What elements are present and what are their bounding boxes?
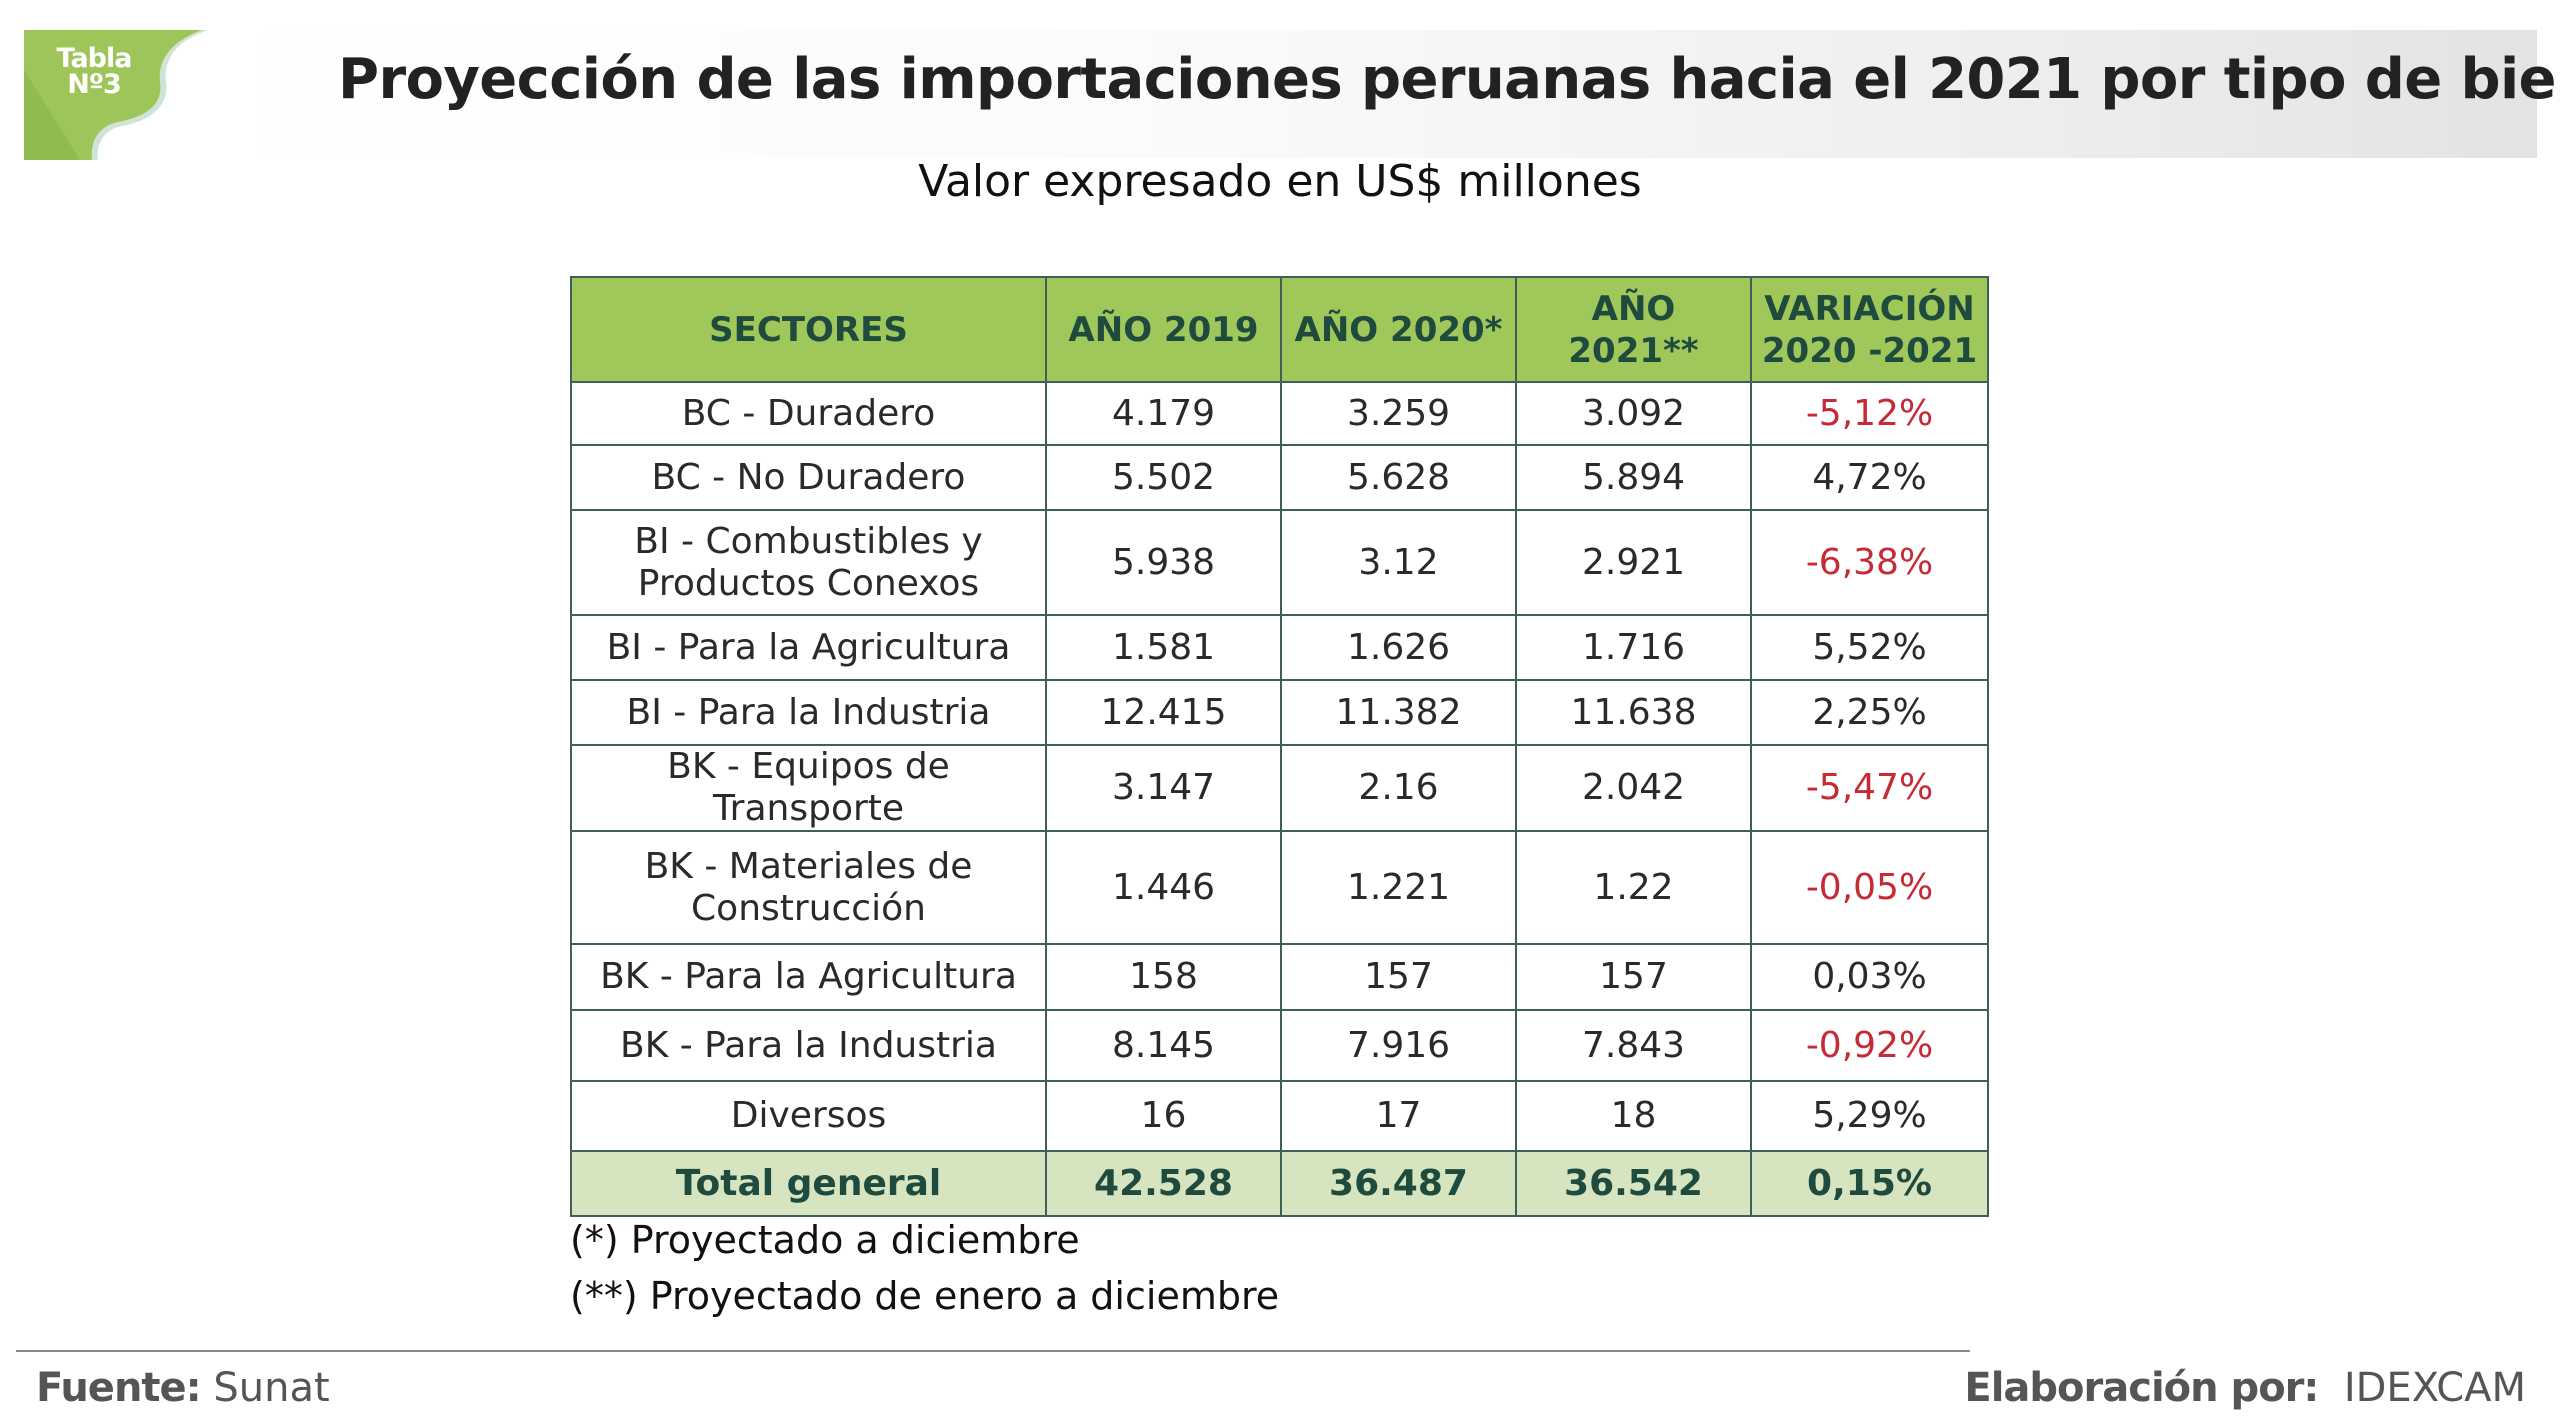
col-header-2020: AÑO 2020* bbox=[1280, 276, 1517, 383]
credit-label: Elaboración por: bbox=[1964, 1365, 2319, 1411]
value-2020-cell: 3.12 bbox=[1280, 509, 1517, 616]
page-title: Proyección de las importaciones peruanas… bbox=[338, 47, 2560, 112]
value-2019-cell: 3.147 bbox=[1045, 744, 1282, 832]
value-2019-cell: 5.502 bbox=[1045, 444, 1282, 511]
footnotes: (*) Proyectado a diciembre (**) Proyecta… bbox=[570, 1212, 1279, 1324]
table-row: BK - Para la Industria 8.145 7.916 7.843 -0,… bbox=[570, 1009, 1989, 1082]
col-header-2019: AÑO 2019 bbox=[1045, 276, 1282, 383]
table-row: BK - Para la Agricultura 158 157 157 0,03% bbox=[570, 943, 1989, 1011]
value-2021-cell: 18 bbox=[1515, 1080, 1752, 1152]
variacion-cell: -5,47% bbox=[1750, 744, 1989, 832]
sector-cell: BI - Combustibles y Productos Conexos bbox=[570, 509, 1047, 616]
total-2019: 42.528 bbox=[1045, 1150, 1282, 1217]
badge-line-2: Nº3 bbox=[67, 69, 122, 100]
col-header-variacion-line1: VARIACIÓN bbox=[1764, 288, 1975, 329]
value-2020-cell: 17 bbox=[1280, 1080, 1517, 1152]
imports-table: SECTORES AÑO 2019 AÑO 2020* AÑO 2021** V… bbox=[570, 276, 1989, 1217]
credit-value: IDEXCAM bbox=[2343, 1365, 2526, 1411]
value-2019-cell: 1.581 bbox=[1045, 614, 1282, 681]
variacion-cell: 2,25% bbox=[1750, 679, 1989, 746]
source-credit: Fuente: Sunat bbox=[36, 1360, 330, 1416]
footnote-1: (*) Proyectado a diciembre bbox=[570, 1218, 1080, 1262]
value-2019-cell: 8.145 bbox=[1045, 1009, 1282, 1082]
sector-cell: BK - Para la Agricultura bbox=[570, 943, 1047, 1011]
footer-divider bbox=[16, 1350, 1970, 1352]
value-2021-cell: 2.921 bbox=[1515, 509, 1752, 616]
value-2021-cell: 1.716 bbox=[1515, 614, 1752, 681]
sector-cell: BK - Equipos de Transporte bbox=[570, 744, 1047, 832]
col-header-variacion: VARIACIÓN 2020 -2021 bbox=[1750, 276, 1989, 383]
variacion-cell: 5,29% bbox=[1750, 1080, 1989, 1152]
sector-cell: BC - No Duradero bbox=[570, 444, 1047, 511]
value-2020-cell: 2.16 bbox=[1280, 744, 1517, 832]
author-credit: Elaboración por: IDEXCAM bbox=[1964, 1360, 2526, 1416]
variacion-cell: -0,92% bbox=[1750, 1009, 1989, 1082]
total-2020: 36.487 bbox=[1280, 1150, 1517, 1217]
sector-cell: BI - Para la Agricultura bbox=[570, 614, 1047, 681]
value-2019-cell: 5.938 bbox=[1045, 509, 1282, 616]
total-2021: 36.542 bbox=[1515, 1150, 1752, 1217]
value-2019-cell: 16 bbox=[1045, 1080, 1282, 1152]
table-row: Diversos 16 17 18 5,29% bbox=[570, 1080, 1989, 1152]
variacion-cell: -0,05% bbox=[1750, 830, 1989, 945]
value-2020-cell: 11.382 bbox=[1280, 679, 1517, 746]
value-2019-cell: 4.179 bbox=[1045, 381, 1282, 446]
value-2020-cell: 1.221 bbox=[1280, 830, 1517, 945]
sector-cell: BC - Duradero bbox=[570, 381, 1047, 446]
sector-cell: BK - Para la Industria bbox=[570, 1009, 1047, 1082]
variacion-cell: 4,72% bbox=[1750, 444, 1989, 511]
sector-cell: Diversos bbox=[570, 1080, 1047, 1152]
variacion-cell: 0,03% bbox=[1750, 943, 1989, 1011]
source-label: Fuente: bbox=[36, 1365, 202, 1411]
total-label: Total general bbox=[570, 1150, 1047, 1217]
sector-cell: BK - Materiales de Construcción bbox=[570, 830, 1047, 945]
table-row: BI - Para la Agricultura 1.581 1.626 1.716 5… bbox=[570, 614, 1989, 681]
table-row: BC - No Duradero 5.502 5.628 5.894 4,72% bbox=[570, 444, 1989, 511]
variacion-cell: -6,38% bbox=[1750, 509, 1989, 616]
table-row: BK - Materiales de Construcción 1.446 1.22… bbox=[570, 830, 1989, 945]
value-2020-cell: 3.259 bbox=[1280, 381, 1517, 446]
value-2020-cell: 7.916 bbox=[1280, 1009, 1517, 1082]
total-row: Total general 42.528 36.487 36.542 0,15% bbox=[570, 1150, 1989, 1217]
footnote-2: (**) Proyectado de enero a diciembre bbox=[570, 1274, 1280, 1318]
col-header-variacion-line2: 2020 -2021 bbox=[1761, 330, 1978, 371]
badge-label: Tabla Nº3 bbox=[44, 43, 144, 100]
col-header-2021: AÑO 2021** bbox=[1515, 276, 1752, 383]
value-2020-cell: 1.626 bbox=[1280, 614, 1517, 681]
variacion-cell: -5,12% bbox=[1750, 381, 1989, 446]
table-row: BI - Combustibles y Productos Conexos 5.9… bbox=[570, 509, 1989, 616]
value-2020-cell: 157 bbox=[1280, 943, 1517, 1011]
value-2019-cell: 12.415 bbox=[1045, 679, 1282, 746]
table-header-row: SECTORES AÑO 2019 AÑO 2020* AÑO 2021** V… bbox=[570, 276, 1989, 383]
col-header-sectores: SECTORES bbox=[570, 276, 1047, 383]
variacion-cell: 5,52% bbox=[1750, 614, 1989, 681]
value-2021-cell: 2.042 bbox=[1515, 744, 1752, 832]
table-row: BI - Para la Industria 12.415 11.382 11.638… bbox=[570, 679, 1989, 746]
value-2021-cell: 3.092 bbox=[1515, 381, 1752, 446]
value-2021-cell: 11.638 bbox=[1515, 679, 1752, 746]
value-2021-cell: 1.22 bbox=[1515, 830, 1752, 945]
value-2019-cell: 1.446 bbox=[1045, 830, 1282, 945]
value-2021-cell: 157 bbox=[1515, 943, 1752, 1011]
value-2020-cell: 5.628 bbox=[1280, 444, 1517, 511]
table-number-badge: Tabla Nº3 bbox=[24, 30, 208, 160]
table-row: BC - Duradero 4.179 3.259 3.092 -5,12% bbox=[570, 381, 1989, 446]
sector-cell: BI - Para la Industria bbox=[570, 679, 1047, 746]
badge-line-1: Tabla bbox=[56, 43, 133, 74]
value-2021-cell: 5.894 bbox=[1515, 444, 1752, 511]
title-band bbox=[200, 30, 2537, 158]
source-value: Sunat bbox=[213, 1365, 330, 1411]
value-2019-cell: 158 bbox=[1045, 943, 1282, 1011]
badge-shape-icon bbox=[24, 30, 208, 160]
table-row: BK - Equipos de Transporte 3.147 2.16 2.042… bbox=[570, 744, 1989, 832]
total-variacion: 0,15% bbox=[1750, 1150, 1989, 1217]
page-subtitle: Valor expresado en US$ millones bbox=[918, 156, 1642, 207]
value-2021-cell: 7.843 bbox=[1515, 1009, 1752, 1082]
